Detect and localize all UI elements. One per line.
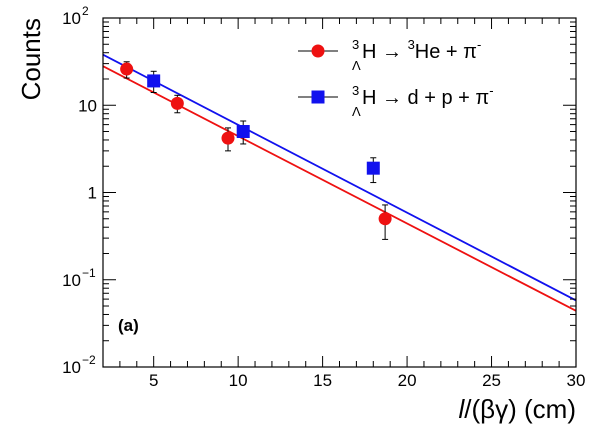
- x-tick-label: 20: [398, 371, 417, 390]
- data-point-series-1: [120, 62, 134, 76]
- legend: 3 ΛH → 3He + π-3 ΛH → d + p + π-: [298, 37, 494, 119]
- y-tick-base: 10: [78, 96, 97, 115]
- legend-decay-products: He + π: [415, 41, 477, 63]
- legend-lambda-subscript: Λ: [352, 104, 361, 119]
- legend-mass-number: 3: [352, 37, 359, 52]
- data-point-series-2: [366, 161, 380, 175]
- data-point-series-2: [236, 125, 250, 139]
- legend-charge-superscript: -: [477, 37, 481, 52]
- x-axis-title-symbol: l: [459, 394, 466, 424]
- y-tick-exponent: −2: [82, 353, 96, 367]
- data-point-series-2: [147, 74, 161, 88]
- y-tick-label: 10: [62, 271, 81, 290]
- data-point-series-1: [170, 96, 184, 110]
- x-tick-label: 25: [482, 371, 501, 390]
- x-tick-label: 5: [149, 371, 158, 390]
- y-tick-base: 1: [88, 184, 97, 203]
- legend-marker-2: [311, 90, 325, 104]
- y-tick-label: 10: [78, 96, 97, 115]
- y-tick-base: 10: [62, 9, 81, 28]
- legend-mass-number: 3: [352, 83, 359, 98]
- panel-label: (a): [118, 316, 139, 335]
- y-tick-exponent: 2: [82, 4, 89, 18]
- x-tick-label: 10: [229, 371, 248, 390]
- x-axis-title: l/(βγ) (cm): [459, 394, 576, 424]
- data-point-series-1: [221, 131, 235, 145]
- x-axis-title-rest: /(βγ) (cm): [464, 394, 576, 424]
- x-tick-label: 30: [567, 371, 586, 390]
- fit-line-2: [102, 53, 577, 302]
- plot-frame: [102, 17, 577, 368]
- data-point-series-1: [378, 212, 392, 226]
- plot-area: [102, 53, 577, 312]
- legend-charge-superscript: -: [489, 83, 493, 98]
- legend-decay-text: H →: [362, 41, 408, 63]
- y-axis-title: Counts: [16, 18, 46, 100]
- legend-label-2: 3 ΛH → d + p + π-: [352, 83, 494, 119]
- y-tick-base: 10: [62, 358, 81, 377]
- legend-lambda-subscript: Λ: [352, 58, 361, 73]
- y-tick-base: 10: [62, 271, 81, 290]
- x-tick-label: 15: [313, 371, 332, 390]
- y-tick-exponent: −1: [82, 266, 96, 280]
- y-tick-label: 10: [62, 9, 81, 28]
- legend-marker-1: [311, 44, 325, 58]
- y-tick-label: 10: [62, 358, 81, 377]
- y-tick-label: 1: [88, 184, 97, 203]
- legend-decay-text: H → d + p + π: [362, 87, 489, 109]
- legend-mass-number-2: 3: [408, 37, 415, 52]
- legend-label-1: 3 ΛH → 3He + π-: [352, 37, 481, 73]
